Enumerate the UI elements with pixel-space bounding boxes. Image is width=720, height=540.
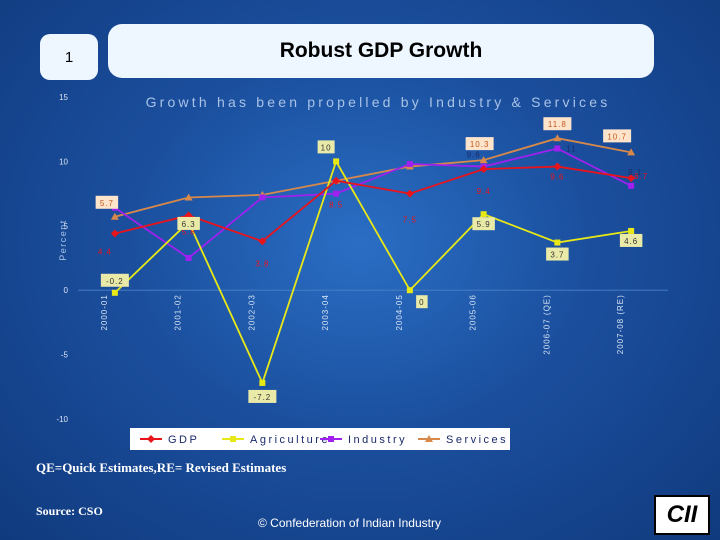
industry-point (554, 145, 561, 152)
gdp-data-label: 8.7 (634, 172, 648, 181)
agriculture-label-box (416, 295, 428, 309)
services-data-label: 10.7 (607, 132, 627, 141)
industry-point (628, 182, 635, 189)
agriculture-data-label: 6.3 (182, 220, 196, 229)
y-tick-label: -10 (56, 415, 68, 424)
industry-point (406, 160, 413, 167)
agriculture-point (333, 158, 340, 165)
services-label-box (603, 129, 632, 143)
agriculture-legend-marker (230, 436, 236, 442)
slide-number: 1 (40, 34, 98, 80)
gdp-legend-marker (147, 435, 155, 443)
y-tick-label: 5 (64, 222, 69, 231)
services-label-box (543, 117, 572, 131)
agriculture-point (259, 379, 266, 386)
services-legend-marker (425, 435, 433, 442)
x-tick-label: 2006-07 (QE) (542, 294, 551, 354)
industry-data-label: 8.1 (628, 168, 642, 177)
services-point (627, 148, 636, 156)
y-tick-label: 15 (59, 93, 68, 102)
gdp-point (332, 176, 341, 185)
gdp-point (627, 174, 636, 183)
agriculture-data-label: 5.9 (477, 220, 491, 229)
agriculture-data-label: 4.6 (624, 237, 638, 246)
agriculture-label-box (100, 273, 129, 287)
chart-title: Growth has been propelled by Industry & … (146, 94, 611, 110)
agriculture-label-box (317, 140, 335, 154)
agriculture-data-label: 10 (321, 143, 332, 152)
gdp-data-label: 5.8 (182, 227, 196, 236)
copyright-notice: © Confederation of Indian Industry (258, 516, 441, 530)
industry-point (333, 190, 340, 197)
agriculture-point (111, 289, 118, 296)
agriculture-data-label: 0 (419, 298, 424, 307)
services-label-box (465, 137, 494, 151)
services-data-label: 11.8 (548, 120, 567, 129)
y-tick-label: 0 (64, 286, 69, 295)
gdp-data-label: 7.5 (403, 216, 417, 225)
cii-logo: CII (654, 495, 710, 535)
agriculture-label-box (546, 247, 569, 261)
agriculture-series-line (114, 159, 632, 386)
gdp-point (110, 229, 119, 238)
gdp-legend-label: GDP (168, 434, 199, 446)
x-tick-label: 2002-03 (247, 294, 256, 330)
gdp-data-label: 4.4 (98, 248, 112, 257)
gdp-data-label: 8.5 (329, 201, 343, 210)
x-tick-label: 2001-02 (174, 294, 183, 330)
agriculture-point (406, 287, 413, 294)
x-tick-label: 2000-01 (100, 294, 109, 330)
services-data-label: 5.7 (100, 199, 114, 208)
agriculture-point (554, 239, 561, 246)
services-series-line (114, 137, 632, 218)
footnote: QE=Quick Estimates,RE= Revised Estimates (36, 460, 287, 475)
agriculture-point (480, 211, 487, 218)
agriculture-legend-label: Agriculture (250, 434, 330, 446)
x-tick-label: 2003-04 (321, 294, 330, 330)
services-point (479, 156, 488, 164)
services-point (184, 193, 193, 201)
agriculture-label-box (177, 216, 200, 230)
agriculture-point (628, 227, 635, 234)
services-data-label: 10.3 (470, 140, 490, 149)
gdp-data-label: 9.6 (550, 173, 564, 182)
slide-title: Robust GDP Growth (108, 24, 654, 78)
services-point (110, 212, 119, 220)
services-legend-label: Services (446, 434, 508, 446)
industry-point (185, 255, 192, 261)
industry-data-label: 11 (566, 145, 576, 154)
y-tick-label: -5 (61, 351, 69, 360)
industry-legend-marker (328, 436, 334, 442)
y-tick-label: 10 (59, 157, 68, 166)
agriculture-data-label: 3.7 (550, 251, 564, 260)
industry-data-label: 9.6 (467, 151, 481, 160)
source-note: Source: CSO (36, 504, 103, 518)
industry-legend-label: Industry (348, 434, 407, 446)
gdp-point (553, 162, 562, 171)
x-tick-label: 2005-06 (469, 294, 478, 330)
agriculture-data-label: -0.2 (106, 277, 124, 286)
services-point (553, 134, 562, 142)
gdp-point (479, 165, 488, 174)
gdp-data-label: 9.4 (477, 187, 491, 196)
agriculture-label-box (248, 389, 277, 403)
services-label-box (95, 195, 119, 209)
x-tick-label: 2007-08 (RE) (616, 294, 625, 354)
industry-point (259, 194, 266, 201)
gdp-point (258, 237, 267, 246)
agriculture-label-box (472, 217, 495, 231)
agriculture-data-label: -7.2 (253, 393, 271, 402)
agriculture-label-box (619, 233, 643, 247)
gdp-point (405, 189, 414, 198)
y-axis-label: Percent (58, 219, 68, 261)
x-tick-label: 2004-05 (395, 294, 404, 330)
gdp-series-line (114, 165, 632, 243)
gdp-data-label: 3.8 (255, 259, 269, 268)
